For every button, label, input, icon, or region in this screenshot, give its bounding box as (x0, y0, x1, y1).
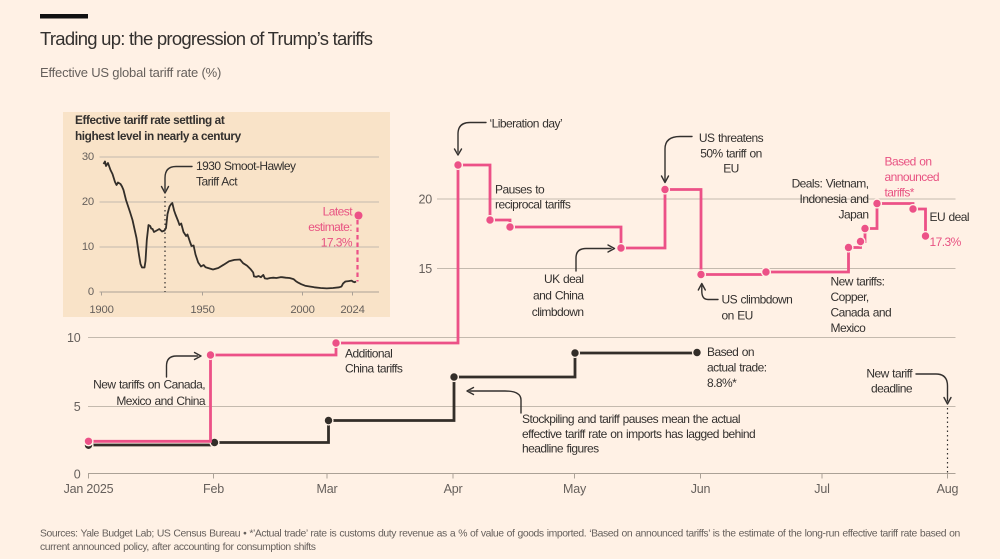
svg-text:Sources: Yale Budget Lab; US C: Sources: Yale Budget Lab; US Census Bure… (40, 529, 960, 540)
svg-text:8.8%*: 8.8%* (707, 376, 737, 390)
svg-text:17.3%: 17.3% (930, 235, 962, 249)
svg-text:UK deal: UK deal (544, 272, 584, 286)
svg-text:reciprocal tariffs: reciprocal tariffs (495, 198, 571, 212)
svg-text:US threatens: US threatens (699, 131, 764, 145)
svg-text:2000: 2000 (290, 304, 314, 316)
svg-text:20: 20 (418, 193, 432, 207)
svg-text:on EU: on EU (722, 308, 753, 322)
svg-text:Japan: Japan (839, 208, 869, 222)
svg-text:Jul: Jul (814, 482, 829, 496)
svg-text:0: 0 (88, 286, 94, 298)
svg-text:announced: announced (885, 170, 939, 184)
svg-text:20: 20 (82, 196, 94, 208)
svg-text:1950: 1950 (190, 304, 214, 316)
svg-text:Mexico and China: Mexico and China (116, 394, 206, 408)
svg-text:Deals: Vietnam,: Deals: Vietnam, (792, 177, 869, 191)
svg-text:current announced policy, afte: current announced policy, after accounti… (40, 542, 316, 553)
svg-text:tariffs*: tariffs* (885, 186, 915, 200)
svg-text:Indonesia and: Indonesia and (800, 192, 869, 206)
svg-text:Jun: Jun (691, 482, 711, 496)
svg-text:and China: and China (533, 289, 584, 303)
svg-text:headline figures: headline figures (522, 442, 599, 456)
svg-text:Jan 2025: Jan 2025 (64, 482, 114, 496)
svg-text:Copper,: Copper, (831, 290, 869, 304)
svg-text:Tariff Act: Tariff Act (196, 175, 238, 189)
svg-text:15: 15 (418, 262, 432, 276)
svg-text:EU: EU (723, 162, 739, 176)
svg-text:17.3%: 17.3% (321, 236, 353, 250)
svg-text:0: 0 (74, 468, 81, 482)
svg-text:Pauses to: Pauses to (495, 183, 545, 197)
svg-text:New tariffs:: New tariffs: (831, 275, 885, 289)
svg-text:May: May (563, 482, 587, 496)
svg-text:10: 10 (67, 331, 81, 345)
svg-text:New tariff: New tariff (866, 367, 913, 381)
svg-text:climbdown: climbdown (532, 305, 584, 319)
svg-text:Mar: Mar (317, 482, 338, 496)
svg-text:Aug: Aug (937, 482, 959, 496)
svg-text:estimate:: estimate: (308, 220, 352, 234)
svg-text:1900: 1900 (89, 304, 113, 316)
svg-text:5: 5 (74, 400, 81, 414)
svg-text:‘Liberation day’: ‘Liberation day’ (490, 117, 563, 131)
svg-text:Based on: Based on (707, 345, 754, 359)
svg-text:effective tariff rate on impor: effective tariff rate on imports has lag… (522, 427, 755, 441)
svg-text:30: 30 (82, 151, 94, 163)
svg-text:Additional: Additional (345, 347, 392, 361)
svg-text:China tariffs: China tariffs (345, 361, 403, 375)
svg-text:Stockpiling and tariff pauses: Stockpiling and tariff pauses mean the a… (522, 412, 740, 426)
svg-text:1930 Smoot-Hawley: 1930 Smoot-Hawley (196, 159, 296, 173)
svg-text:deadline: deadline (871, 382, 913, 396)
svg-text:Latest: Latest (323, 205, 354, 219)
svg-text:Based on: Based on (885, 155, 932, 169)
svg-text:actual trade:: actual trade: (707, 361, 767, 375)
svg-text:US climbdown: US climbdown (722, 293, 793, 307)
svg-text:New tariffs on Canada,: New tariffs on Canada, (93, 378, 205, 392)
svg-text:Trading up: the progression of: Trading up: the progression of Trump’s t… (40, 28, 373, 49)
svg-text:EU deal: EU deal (930, 210, 970, 224)
svg-text:Canada and: Canada and (831, 306, 892, 320)
svg-text:Apr: Apr (444, 482, 463, 496)
svg-text:50% tariff on: 50% tariff on (700, 147, 761, 161)
svg-text:highest level in nearly a cent: highest level in nearly a century (75, 129, 242, 143)
svg-text:Mexico: Mexico (831, 321, 867, 335)
svg-text:Feb: Feb (203, 482, 224, 496)
svg-text:Effective US global tariff rat: Effective US global tariff rate (%) (40, 65, 221, 80)
svg-text:2024: 2024 (340, 304, 364, 316)
svg-text:Effective tariff rate settling: Effective tariff rate settling at (75, 113, 225, 127)
svg-text:10: 10 (82, 241, 94, 253)
